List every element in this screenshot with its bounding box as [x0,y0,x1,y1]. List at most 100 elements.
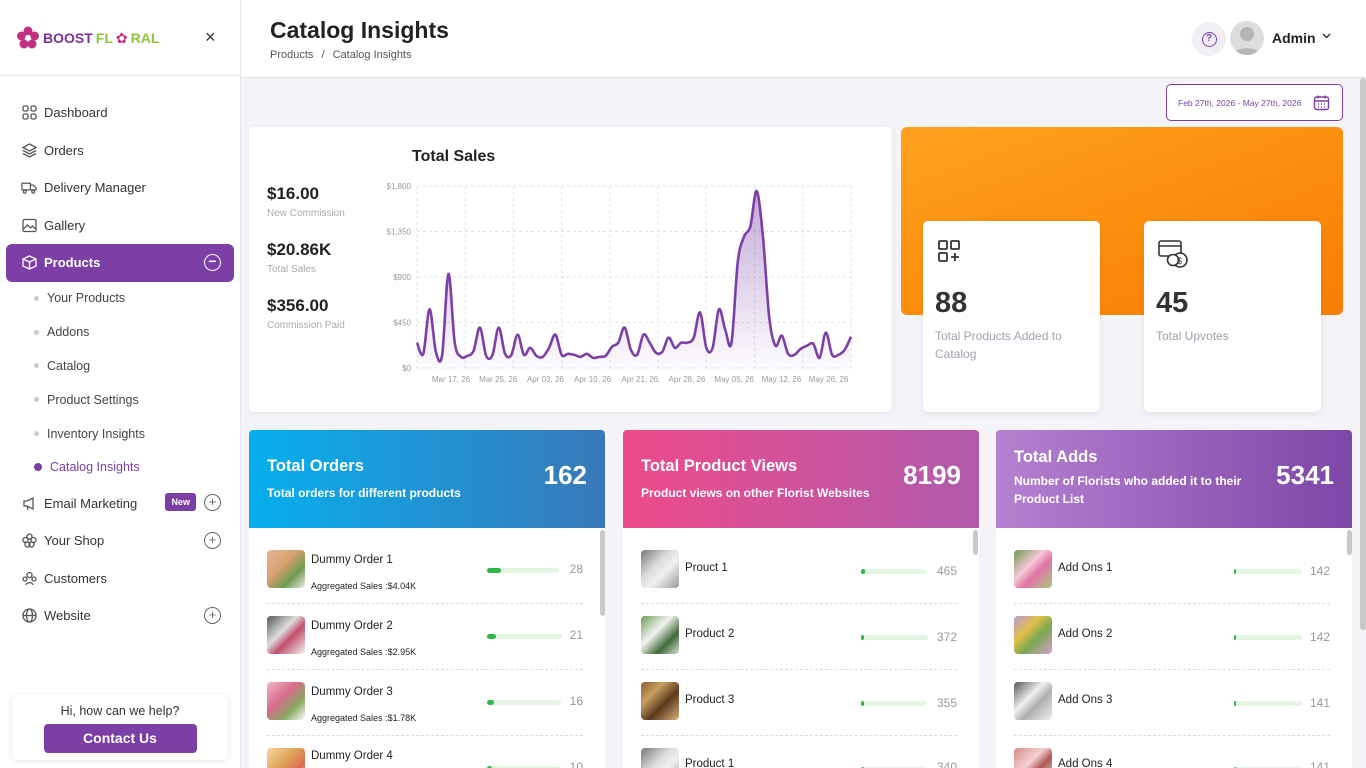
list-item[interactable]: Dummy Order 1 Aggregated Sales :$4.04K 2… [267,538,583,604]
list-item[interactable]: Dummy Order 2 Aggregated Sales :$2.95K 2… [267,604,583,670]
panel-scrollbar[interactable] [973,530,978,555]
bullet-icon [34,363,39,369]
sidebar-item-website[interactable]: Website + [6,597,234,635]
total-products-label: Total Products Added to Catalog [935,329,1062,361]
progress-fill [487,634,496,639]
sidebar-item-email-marketing[interactable]: Email Marketing New + [6,484,234,522]
user-avatar-icon [1233,27,1261,55]
layers-icon [21,142,37,158]
sidebar-item-orders[interactable]: Orders [6,132,234,170]
sidebar-item-label: Customers [44,570,107,586]
panel-header: Total Product Views Product views on oth… [623,430,979,528]
list-item[interactable]: Product 1 340 [641,736,957,768]
sales-area-chart: $0 $450 $900 $1,350 $1,800 Mar 17, 26 Mar 25, … [387,182,853,384]
breadcrumb-products-link[interactable]: Products [270,49,314,61]
sidebar-item-products[interactable]: Products − [6,244,234,282]
panel-subtitle: Number of Florists who added it to their… [1014,474,1242,506]
total-adds-panel: Total Adds Number of Florists who added … [996,430,1352,768]
product-thumbnail [267,748,305,768]
sidebar-nav: Dashboard Orders Delivery Manager Galler… [6,94,234,634]
breadcrumb-current: Catalog Insights [332,49,412,61]
item-value: 141 [1309,696,1330,710]
aggregated-sales-label: Aggregated Sales : [311,647,388,657]
brand-logo[interactable]: BOOST FL ✿ RAL [16,26,159,50]
submenu-item-inventory-insights[interactable]: Inventory Insights [34,417,234,451]
panel-scrollbar[interactable] [600,530,605,616]
sidebar-item-label: Delivery Manager [44,180,146,196]
sidebar-item-delivery-manager[interactable]: Delivery Manager [6,169,234,207]
total-products-card: 88 Total Products Added to Catalog [923,221,1100,412]
progress-bar [487,568,559,573]
item-name: Prouct 1 [685,562,728,574]
aggregated-sales-value: $1.78K [387,713,417,723]
expand-icon[interactable]: + [204,531,221,549]
sidebar-item-your-shop[interactable]: Your Shop + [6,522,234,560]
avatar[interactable] [1230,21,1264,55]
list-item[interactable]: Add Ons 1 142 [1014,538,1330,604]
list-item[interactable]: Dummy Order 4 10 [267,736,583,768]
submenu-item-product-settings[interactable]: Product Settings [34,383,234,417]
item-name: Add Ons 4 [1058,758,1113,768]
submenu-item-catalog-insights[interactable]: Catalog Insights [34,450,234,484]
y-tick-label: $1,350 [387,228,412,237]
megaphone-icon [21,495,37,511]
svg-text:$: $ [1177,256,1182,266]
payment-card-icon: $ [1158,239,1190,274]
user-name[interactable]: Admin [1272,30,1316,46]
expand-icon[interactable]: + [204,494,221,512]
brand-part3: RAL [130,30,160,46]
aggregated-sales-value: $4.04K [387,581,417,591]
progress-fill [487,700,495,705]
item-value: 10 [569,760,583,768]
sidebar-item-gallery[interactable]: Gallery [6,207,234,245]
item-value: 465 [936,564,957,578]
collapse-icon[interactable]: − [204,254,221,271]
submenu-item-your-products[interactable]: Your Products [34,282,234,316]
list-item[interactable]: Product 3 355 [641,670,957,736]
contact-us-button[interactable]: Contact Us [43,724,197,753]
list-item[interactable]: Add Ons 4 141 [1014,736,1330,768]
list-item[interactable]: Product 2 372 [641,604,957,670]
product-thumbnail [267,550,305,588]
list-item[interactable]: Add Ons 2 142 [1014,604,1330,670]
calendar-icon [1313,94,1330,113]
products-submenu: Your Products Addons Catalog Product Set… [6,282,234,485]
progress-fill [861,635,865,640]
submenu-item-addons[interactable]: Addons [34,315,234,349]
list-item[interactable]: Prouct 1 465 [641,538,957,604]
progress-bar [861,635,928,640]
panel-title: Total Orders [267,457,364,475]
date-range-picker[interactable]: Feb 27th, 2026 - May 27th, 2026 [1166,84,1343,121]
progress-bar [1234,635,1302,640]
sidebar-item-dashboard[interactable]: Dashboard [6,94,234,132]
panel-scrollbar[interactable] [1347,530,1352,555]
item-value: 21 [569,628,583,642]
chevron-down-icon[interactable] [1321,30,1332,44]
aggregated-sales-label: Aggregated Sales : [311,581,388,591]
customers-icon [21,570,37,586]
sidebar-item-customers[interactable]: Customers [6,559,234,597]
panel-title: Total Adds [1014,448,1098,466]
item-value: 355 [936,696,957,710]
breadcrumb-separator: / [321,49,325,61]
sidebar-item-label: Orders [44,142,84,158]
list-item[interactable]: Add Ons 3 141 [1014,670,1330,736]
globe-icon [21,608,37,624]
stat-label: Total Sales [267,264,316,275]
submenu-item-label: Catalog Insights [50,460,140,475]
list-item[interactable]: Dummy Order 3 Aggregated Sales :$1.78K 1… [267,670,583,736]
expand-icon[interactable]: + [204,606,221,624]
sidebar-item-label: Email Marketing [44,495,138,511]
page-scrollbar[interactable] [1360,78,1366,630]
close-sidebar-icon[interactable]: × [205,27,216,47]
item-aggregated-sales: Aggregated Sales :$2.95K [311,647,416,657]
item-value: 142 [1309,564,1330,578]
help-button[interactable]: ? [1192,22,1226,56]
product-thumbnail [641,616,679,654]
stat-new-commission: $16.00 New Commission [267,184,345,219]
item-name: Dummy Order 3 [311,686,393,698]
submenu-item-catalog[interactable]: Catalog [34,349,234,383]
shop-flower-icon [21,533,37,549]
stat-total-sales: $20.86K Total Sales [267,240,331,275]
item-value: 142 [1309,630,1330,644]
